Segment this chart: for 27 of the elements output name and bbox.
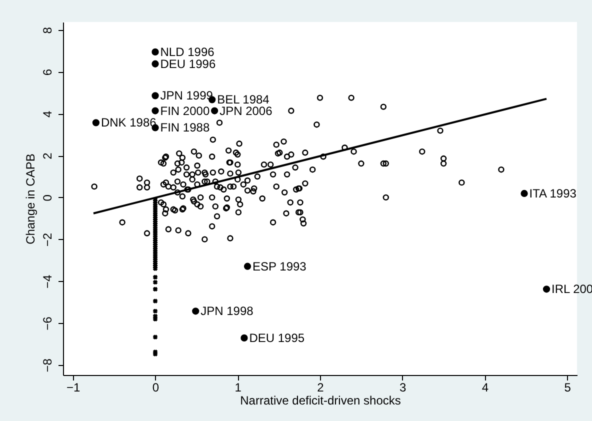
annotation: DEU 1995 (249, 330, 305, 345)
y-tick-label: −4 (40, 274, 54, 289)
y-tick-label: 4 (40, 110, 54, 118)
annotation: DNK 1986 (100, 116, 157, 130)
x-tick-label: 1 (234, 380, 242, 394)
x-tick-label: 5 (564, 380, 572, 394)
x-tick-label: −1 (66, 380, 81, 394)
x-tick-label: 3 (400, 380, 407, 394)
annotation: ITA 1993 (529, 186, 577, 200)
y-tick-label: 6 (40, 68, 54, 76)
y-tick-label: 2 (40, 152, 54, 160)
x-tick-label: 0 (152, 380, 160, 394)
annotation: FIN 1988 (160, 120, 210, 135)
x-tick-label: 4 (482, 380, 489, 394)
annotation: NLD 1996 (160, 44, 215, 59)
y-tick-label: 0 (40, 194, 54, 202)
x-tick-label: 2 (317, 380, 324, 394)
y-tick-label: −2 (40, 232, 54, 247)
y-tick-label: 8 (40, 26, 54, 34)
y-tick-label: −6 (40, 316, 54, 330)
annotation: ESP 1993 (252, 259, 307, 274)
annotation: JPN 1998 (200, 304, 254, 318)
x-axis-title: Narrative deficit-driven shocks (240, 394, 401, 408)
annotation: DEU 1996 (160, 56, 216, 71)
y-axis-title: Change in CAPB (24, 154, 38, 244)
annotation: FIN 2000 (160, 104, 210, 118)
y-tick-label: −8 (40, 358, 54, 372)
